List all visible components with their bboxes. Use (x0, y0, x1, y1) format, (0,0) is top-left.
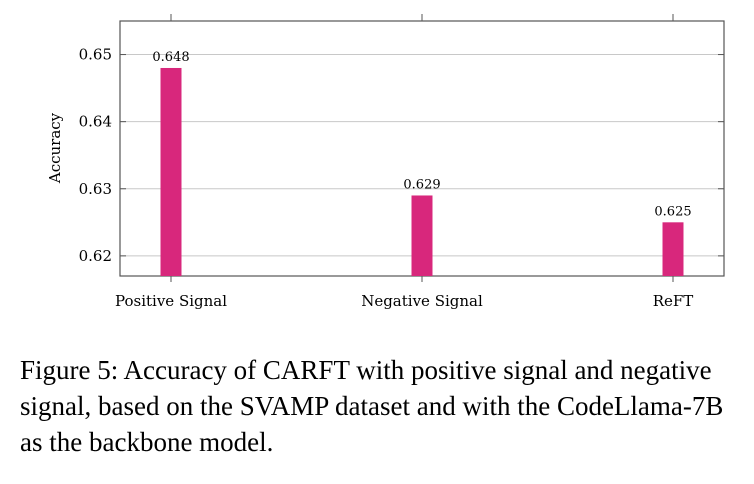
data-label: 0.625 (654, 204, 691, 219)
bar-negative-signal (411, 195, 433, 276)
y-tick-label: 0.62 (79, 247, 112, 265)
bar-reft (662, 222, 684, 276)
bars (160, 67, 684, 276)
y-tick-label: 0.64 (79, 113, 112, 131)
y-tick-label: 0.63 (79, 180, 112, 198)
y-tick-label: 0.65 (79, 46, 112, 64)
data-label: 0.629 (403, 177, 440, 192)
figure-caption: Figure 5: Accuracy of CARFT with positiv… (20, 355, 724, 457)
x-category-label: Negative Signal (361, 292, 483, 310)
y-axis-title: Accuracy (46, 112, 64, 184)
axis-ticks (120, 14, 724, 282)
x-category-label: ReFT (653, 292, 694, 310)
bar-chart: 0.62 0.63 0.64 0.65 0.648 Positive Signal 0.62… (46, 14, 725, 310)
labels: 0.62 0.63 0.64 0.65 0.648 Positive Signal 0.62… (79, 46, 694, 310)
bar-positive-signal (160, 67, 182, 276)
data-label: 0.648 (152, 50, 189, 65)
x-category-label: Positive Signal (115, 292, 227, 310)
